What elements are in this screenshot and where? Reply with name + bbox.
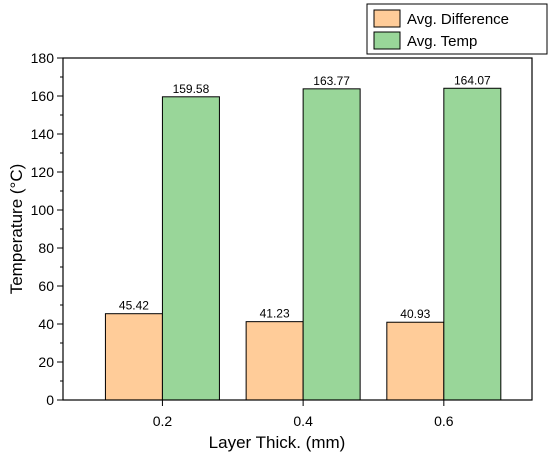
legend-swatch-avg-difference bbox=[373, 9, 401, 28]
x-axis-label: Layer Thick. (mm) bbox=[209, 433, 346, 452]
y-tick-label: 180 bbox=[31, 50, 55, 66]
y-tick-label: 120 bbox=[31, 164, 55, 180]
bar-avg-temp-0.2 bbox=[161, 96, 220, 401]
legend-swatch-avg-temp bbox=[373, 31, 401, 50]
data-label-avg-temp-0.6: 164.07 bbox=[454, 73, 491, 87]
y-tick-label: 160 bbox=[31, 88, 55, 104]
x-tick-label: 0.2 bbox=[153, 413, 173, 429]
legend-label-avg-difference: Avg. Difference bbox=[407, 11, 509, 28]
y-tick-label: 80 bbox=[38, 240, 54, 256]
y-tick-label: 20 bbox=[38, 354, 54, 370]
bar-avg-temp-0.6 bbox=[443, 87, 502, 401]
bar-avg-temp-0.4 bbox=[302, 88, 361, 401]
y-tick-label: 140 bbox=[31, 126, 55, 142]
bar-avg-difference-0.4 bbox=[245, 321, 304, 401]
data-label-avg-difference-0.4: 41.23 bbox=[260, 307, 290, 321]
data-label-avg-difference-0.6: 40.93 bbox=[400, 307, 430, 321]
bars-layer bbox=[104, 87, 502, 401]
x-tick-label: 0.6 bbox=[434, 413, 454, 429]
legend-label-avg-temp: Avg. Temp bbox=[407, 33, 477, 50]
y-tick-label: 60 bbox=[38, 278, 54, 294]
legend: Avg. Difference Avg. Temp bbox=[366, 3, 548, 55]
y-tick-label: 0 bbox=[46, 392, 54, 408]
bar-avg-difference-0.6 bbox=[386, 321, 445, 401]
data-labels-layer: 45.42 159.58 41.23 163.77 40.93 164.07 bbox=[119, 73, 491, 321]
y-tick-label: 40 bbox=[38, 316, 54, 332]
y-axis-label: Temperature (°C) bbox=[7, 164, 26, 295]
data-label-avg-difference-0.2: 45.42 bbox=[119, 299, 149, 313]
data-label-avg-temp-0.2: 159.58 bbox=[173, 82, 210, 96]
axes-layer: 0.2 0.4 0.6 0 20 40 60 80 100 120 140 160 180 bbox=[31, 50, 533, 429]
x-tick-label: 0.4 bbox=[293, 413, 313, 429]
y-tick-label: 100 bbox=[31, 202, 55, 218]
bar-avg-difference-0.2 bbox=[104, 313, 163, 401]
data-label-avg-temp-0.4: 163.77 bbox=[313, 74, 350, 88]
